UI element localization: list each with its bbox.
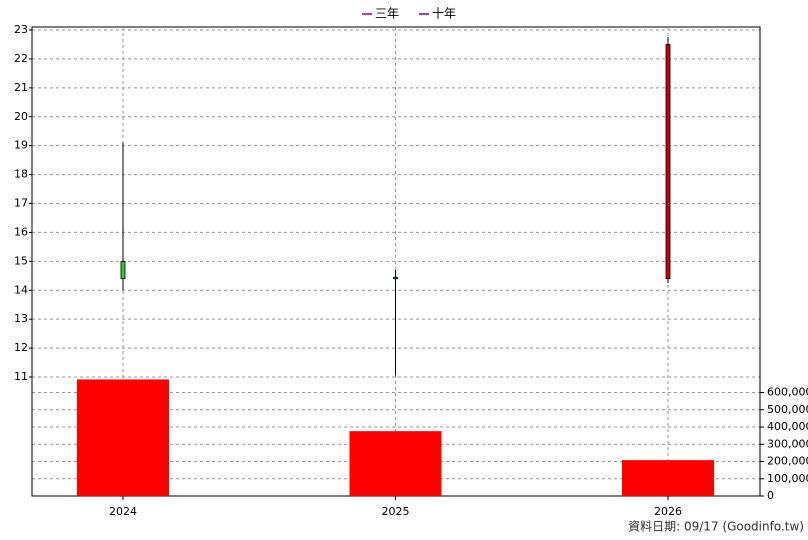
legend-label: 三年: [375, 7, 399, 21]
y-tick-label: 17: [14, 197, 28, 210]
y2-tick-label: 300,000: [767, 437, 808, 450]
y-tick-label: 22: [14, 52, 28, 65]
legend-label: 十年: [432, 7, 456, 21]
candle-body: [665, 44, 671, 280]
y-tick-label: 13: [14, 312, 28, 325]
y-tick-label: 18: [14, 168, 28, 181]
y-tick-label: 21: [14, 81, 28, 94]
x-tick-label: 2025: [382, 505, 410, 518]
volume-bar: [622, 460, 714, 496]
y2-tick-label: 200,000: [767, 455, 808, 468]
y2-tick-label: 600,000: [767, 386, 808, 399]
y-tick-label: 23: [14, 23, 28, 36]
y-tick-label: 11: [14, 370, 28, 383]
y2-tick-label: 100,000: [767, 472, 808, 485]
volume-bar: [349, 431, 442, 496]
y-tick-label: 19: [14, 139, 28, 152]
y2-tick-label: 400,000: [767, 420, 808, 433]
x-tick-label: 2026: [654, 505, 682, 518]
candle-body: [393, 276, 398, 280]
volume-bar: [77, 379, 169, 496]
y-tick-label: 14: [14, 283, 28, 296]
y-tick-label: 20: [14, 110, 28, 123]
y2-tick-label: 0: [767, 489, 774, 502]
x-tick-label: 2024: [109, 505, 137, 518]
y2-tick-label: 500,000: [767, 403, 808, 416]
y-tick-label: 15: [14, 254, 28, 267]
y-tick-label: 16: [14, 225, 28, 238]
y-tick-label: 12: [14, 341, 28, 354]
source-note: 資料日期: 09/17 (Goodinfo.tw): [628, 520, 804, 534]
candle-body: [120, 260, 126, 280]
